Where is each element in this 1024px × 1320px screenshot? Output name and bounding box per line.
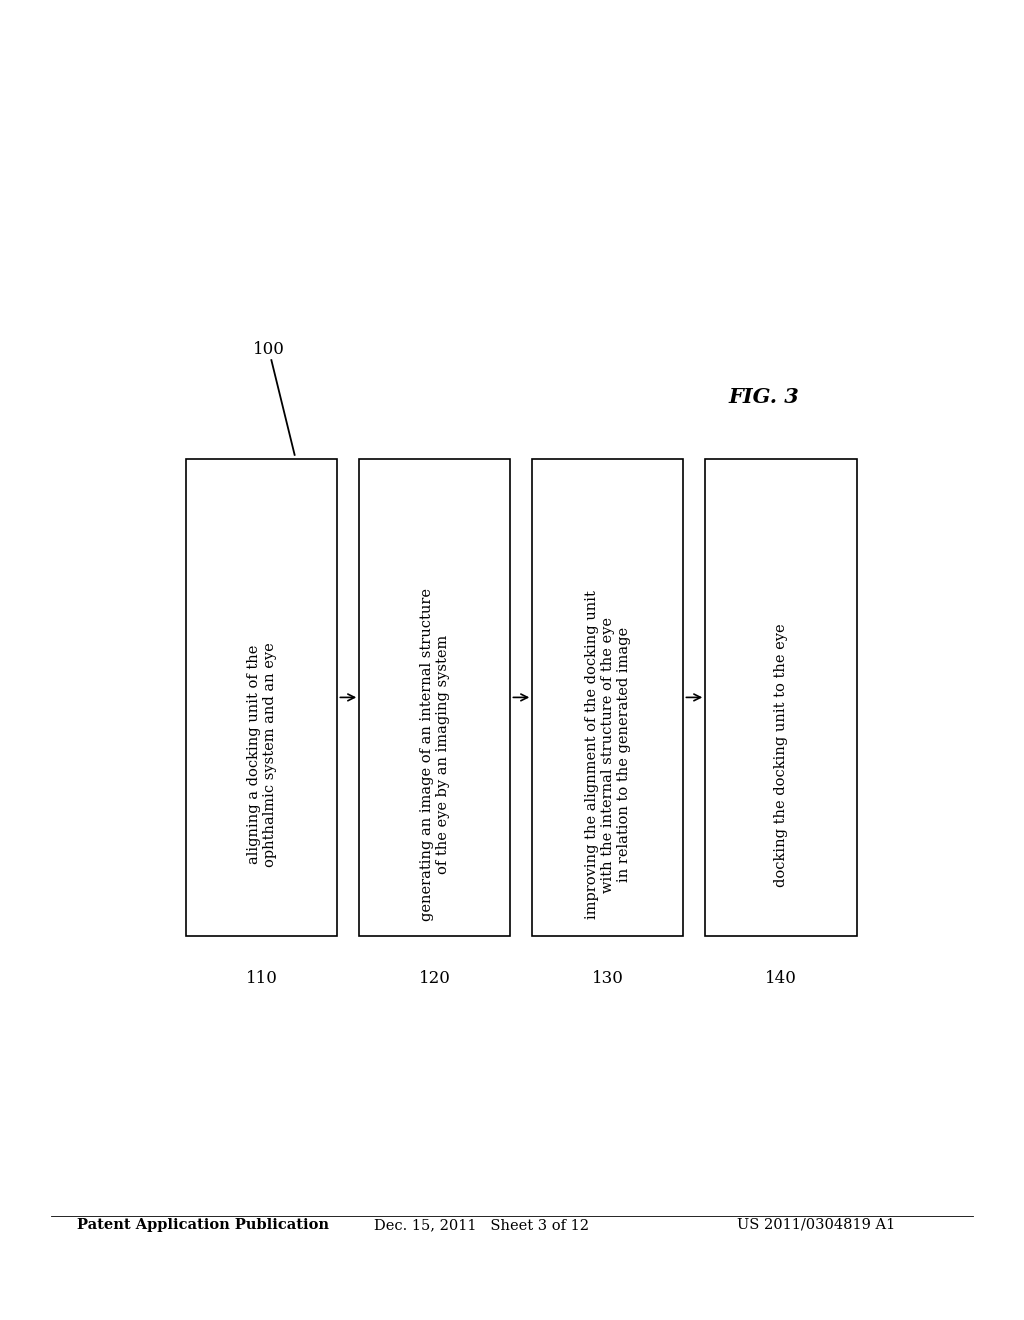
Text: 130: 130 bbox=[592, 970, 624, 987]
Text: US 2011/0304819 A1: US 2011/0304819 A1 bbox=[737, 1218, 896, 1232]
Text: FIG. 3: FIG. 3 bbox=[728, 387, 799, 407]
Bar bbox=[186, 459, 338, 936]
Text: Patent Application Publication: Patent Application Publication bbox=[77, 1218, 329, 1232]
Text: aligning a docking unit of the
ophthalmic system and an eye: aligning a docking unit of the ophthalmi… bbox=[247, 643, 276, 867]
Text: generating an image of an internal structure
of the eye by an imaging system: generating an image of an internal struc… bbox=[420, 589, 450, 921]
Text: Dec. 15, 2011   Sheet 3 of 12: Dec. 15, 2011 Sheet 3 of 12 bbox=[374, 1218, 589, 1232]
Text: 110: 110 bbox=[246, 970, 278, 987]
Text: docking the docking unit to the eye: docking the docking unit to the eye bbox=[774, 623, 787, 887]
Text: improving the alignment of the docking unit
with the internal structure of the e: improving the alignment of the docking u… bbox=[585, 590, 631, 919]
Text: 100: 100 bbox=[253, 341, 285, 358]
Bar bbox=[359, 459, 510, 936]
Bar bbox=[532, 459, 683, 936]
Text: 140: 140 bbox=[765, 970, 797, 987]
Bar bbox=[706, 459, 856, 936]
Text: 120: 120 bbox=[419, 970, 451, 987]
